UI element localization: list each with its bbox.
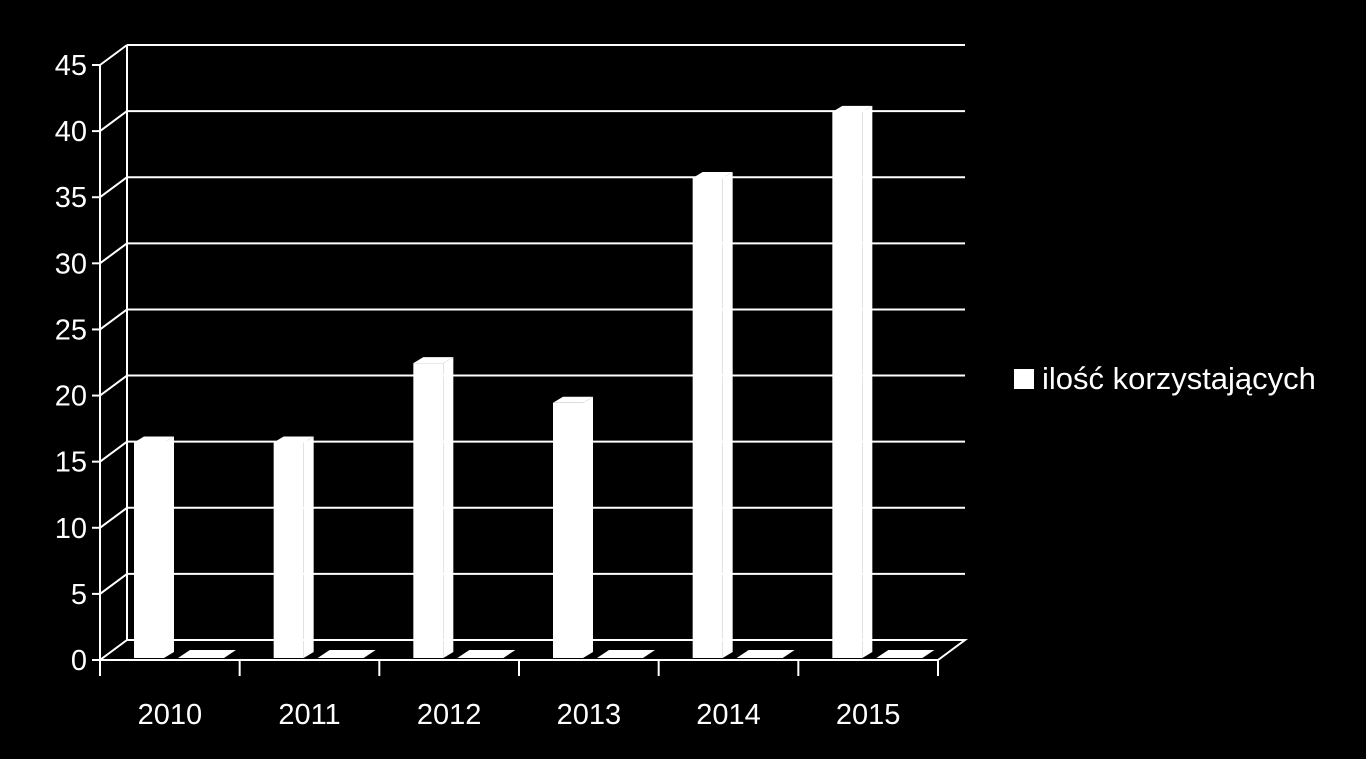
gridline-side: [99, 176, 128, 199]
bar-zero: [876, 650, 935, 658]
y-tick-label: 15: [55, 447, 87, 479]
bar-top: [692, 172, 733, 178]
y-tick-label: 45: [55, 50, 87, 82]
bar-side: [443, 357, 454, 658]
bar: [553, 396, 593, 658]
bar-zero-top: [736, 650, 795, 658]
y-tick-label: 10: [55, 513, 87, 545]
x-tick-labels: 2010 2011 2012 2013 2014 2015: [138, 699, 901, 731]
bar-zero: [597, 650, 655, 658]
bar-zero: [317, 650, 376, 658]
bar-top: [832, 105, 873, 112]
bar-zero-top: [317, 650, 376, 658]
gridline-side: [99, 573, 128, 595]
y-tick-label: 40: [55, 116, 87, 148]
x-tick-label: 2013: [557, 699, 622, 731]
bar-side: [303, 436, 314, 658]
bar: [692, 172, 733, 658]
bar-top: [134, 436, 174, 443]
gridline-side: [99, 242, 128, 265]
bar-zero-top: [457, 650, 516, 658]
bar-front: [692, 178, 723, 658]
bar-side: [722, 172, 733, 658]
y-tick-labels: 0 5 10 15 20 25 30 35 40 45: [55, 50, 87, 677]
x-tick-label: 2015: [836, 699, 901, 731]
axes: [92, 45, 969, 676]
x-tick-label: 2012: [417, 699, 482, 731]
bar-zero-top: [178, 650, 236, 658]
gridlines: [99, 44, 965, 595]
y-tick-label: 5: [71, 579, 87, 611]
legend: ilość korzystających: [1014, 361, 1316, 396]
bar-zero-top: [876, 650, 935, 658]
x-tick-label: 2011: [278, 699, 340, 731]
bar-side: [164, 436, 174, 658]
gridline-side: [99, 44, 128, 66]
bar: [273, 436, 314, 658]
bar-zero: [178, 650, 236, 658]
legend-label: ilość korzystających: [1042, 361, 1316, 396]
bar-top: [553, 396, 593, 403]
bar-front: [134, 442, 164, 658]
bar-front: [553, 402, 583, 658]
bar-top: [273, 436, 314, 443]
y-tick-label: 20: [55, 381, 87, 413]
gridline-side: [99, 374, 128, 397]
x-tick-label: 2010: [138, 699, 203, 731]
bar-zero: [457, 650, 516, 658]
gridline-side: [99, 308, 128, 331]
bar-zero: [736, 650, 795, 658]
bar-front: [832, 111, 863, 658]
bar-front: [273, 442, 304, 658]
bar: [134, 436, 174, 658]
y-tick-label: 35: [55, 182, 87, 214]
gridline-side: [99, 506, 128, 529]
bar: [413, 357, 454, 658]
bar-side: [583, 396, 593, 658]
x-tick-label: 2014: [696, 699, 761, 731]
y-tick-label: 25: [55, 314, 87, 346]
y-tick-label: 30: [55, 248, 87, 280]
bar-front: [413, 363, 444, 658]
bar-top: [413, 357, 454, 364]
gridline-side: [99, 440, 128, 463]
y-tick-label: 0: [71, 645, 87, 677]
bar-zero-top: [597, 650, 655, 658]
bar-side: [862, 105, 873, 658]
gridline-side: [99, 110, 128, 132]
bar: [832, 105, 873, 658]
bars: [134, 105, 935, 658]
legend-swatch: [1014, 369, 1034, 389]
